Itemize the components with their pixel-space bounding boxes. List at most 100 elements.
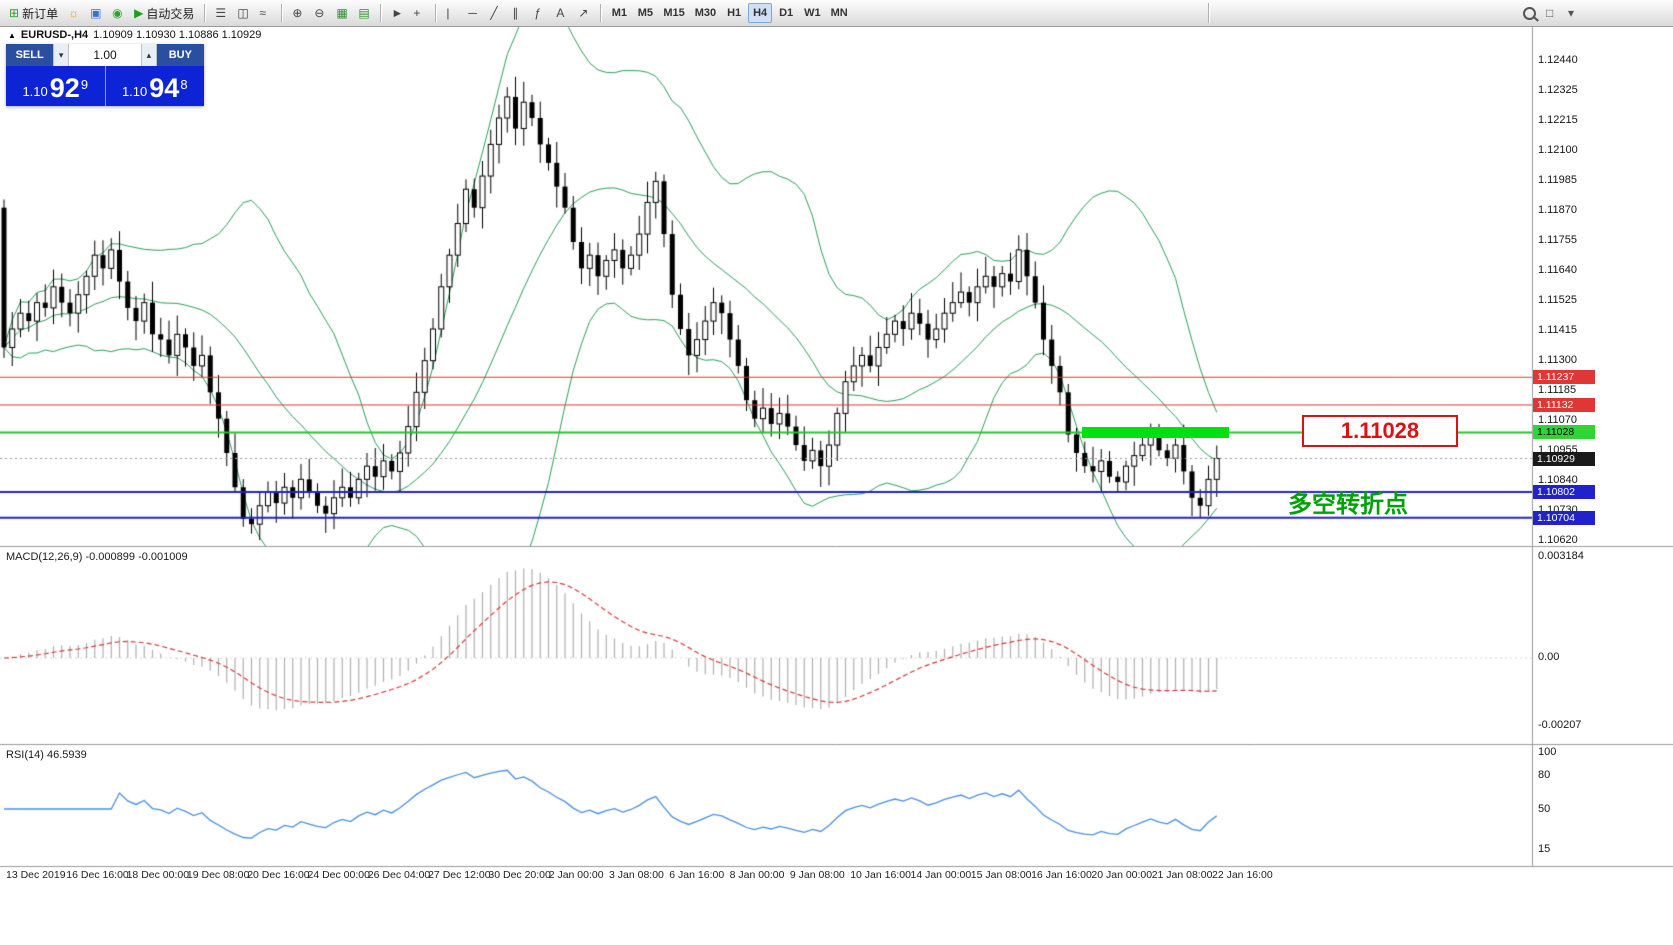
- chevron-down-icon: ▾: [1568, 6, 1575, 20]
- trendline-button[interactable]: ╱: [486, 3, 506, 23]
- ohlc-values: 1.10909 1.10930 1.10886 1.10929: [93, 29, 262, 41]
- bar-chart-button[interactable]: ☰: [211, 3, 231, 23]
- date-axis-label: 3 Jan 08:00: [609, 869, 664, 881]
- lot-decrease-button[interactable]: ▾: [53, 44, 69, 66]
- magnifier-icon: [1523, 6, 1536, 20]
- toolbar-separator: [281, 4, 283, 22]
- price-axis-label: 1.11185: [1538, 384, 1577, 396]
- sell-button[interactable]: SELL: [6, 44, 54, 66]
- sell-price-point: 9: [80, 77, 89, 92]
- profiles-icon: ▣: [90, 6, 102, 20]
- timeframe-mn-button[interactable]: MN: [827, 3, 852, 23]
- chevron-up-icon: ▴: [146, 49, 152, 60]
- toolbar-separator: [600, 4, 602, 22]
- price-tag: 1.11132: [1533, 397, 1595, 412]
- price-tag: 1.11237: [1533, 370, 1595, 385]
- profiles-button[interactable]: ▣: [86, 3, 106, 23]
- price-axis-label: 1.10840: [1538, 474, 1578, 486]
- autotrading-button-label: 自动交易: [146, 6, 195, 21]
- zoom-in-button[interactable]: ⊕: [288, 3, 308, 23]
- new-window-button[interactable]: □: [1542, 3, 1562, 23]
- buy-button[interactable]: BUY: [156, 44, 204, 66]
- line-chart-icon: ≈: [259, 6, 266, 20]
- price-annotation-box[interactable]: 1.11028: [1302, 415, 1458, 447]
- date-axis-label: 19 Dec 08:00: [186, 869, 250, 881]
- chart-header: ▲ EURUSD-,H4 1.10909 1.10930 1.10886 1.1…: [8, 29, 261, 41]
- toolbar-separator: [435, 4, 437, 22]
- date-axis-label: 20 Dec 16:00: [247, 869, 310, 881]
- tile-windows-button[interactable]: ▦: [332, 3, 352, 23]
- timeframe-w1-button[interactable]: W1: [800, 3, 825, 23]
- one-click-trading-panel: SELL ▾ ▴ BUY 1.10 92 9 1.10 94 8: [6, 44, 204, 106]
- line-chart-button[interactable]: ≈: [255, 3, 275, 23]
- macd-axis-label: 0.003184: [1538, 550, 1584, 562]
- date-axis-label: 26 Dec 04:00: [367, 869, 431, 881]
- autotrading-button[interactable]: ▶ 自动交易: [130, 3, 198, 23]
- price-axis-label: 1.12440: [1538, 54, 1578, 66]
- timeframe-m5-button[interactable]: M5: [633, 3, 657, 23]
- horizontal-line-icon: ─: [468, 6, 477, 20]
- vertical-line-icon: |: [446, 6, 450, 20]
- charts-button[interactable]: ☼: [64, 3, 84, 23]
- quote-prices: 1.10 92 9 1.10 94 8: [6, 66, 204, 106]
- toolbar-left-group: ⊞ 新订单 ☼ ▣ ◉ ▶ 自动交易 ☰ ◫ ≈ ⊕ ⊖ ▦ ▤ ► + | ─ ╱ ∥ ƒ A ↗ M1 M5 M15 M30 H1…: [0, 0, 853, 26]
- timeframe-d1-button[interactable]: D1: [774, 3, 798, 23]
- rsi-axis-label: 15: [1538, 843, 1551, 855]
- price-axis-label: 1.12215: [1538, 114, 1578, 126]
- toolbar-right-group: □ ▾: [1518, 0, 1585, 26]
- rsi-axis-label: 80: [1538, 769, 1551, 781]
- fibonacci-button[interactable]: ƒ: [530, 3, 550, 23]
- price-axis-label: 1.11070: [1538, 414, 1577, 426]
- buy-price[interactable]: 1.10 94 8: [104, 66, 205, 106]
- timeframe-h1-button[interactable]: H1: [722, 3, 746, 23]
- timeframe-m1-button[interactable]: M1: [607, 3, 631, 23]
- sell-price[interactable]: 1.10 92 9: [6, 66, 105, 106]
- timeframe-h4-button[interactable]: H4: [748, 3, 773, 23]
- sell-price-prefix: 1.10: [22, 84, 48, 99]
- crosshair-icon: +: [413, 6, 421, 20]
- timeframe-m30-button[interactable]: M30: [691, 3, 720, 23]
- arrows-button[interactable]: ↗: [574, 3, 594, 23]
- sound-icon: ◉: [112, 6, 123, 20]
- arrange-windows-button[interactable]: ▤: [354, 3, 374, 23]
- highlight-rectangle[interactable]: [1082, 427, 1229, 438]
- lot-increase-button[interactable]: ▴: [141, 44, 157, 66]
- text-button[interactable]: A: [552, 3, 572, 23]
- options-button[interactable]: ▾: [1564, 3, 1584, 23]
- date-axis-label: 6 Jan 16:00: [669, 869, 725, 881]
- sound-button[interactable]: ◉: [108, 3, 128, 23]
- channel-icon: ∥: [512, 6, 519, 20]
- crosshair-button[interactable]: +: [409, 3, 429, 23]
- cursor-button[interactable]: ►: [387, 3, 407, 23]
- order-form-icon: ⊞: [9, 6, 20, 20]
- new-order-button[interactable]: ⊞ 新订单: [5, 3, 62, 23]
- bar-chart-icon: ☰: [215, 6, 227, 20]
- channel-button[interactable]: ∥: [508, 3, 528, 23]
- lot-size-input[interactable]: [69, 44, 141, 66]
- turning-point-note[interactable]: 多空转折点: [1288, 491, 1408, 518]
- toolbar-separator: [1208, 3, 1209, 23]
- timeframe-m15-button[interactable]: M15: [659, 3, 688, 23]
- price-axis-label: 1.11640: [1538, 264, 1577, 276]
- fibonacci-icon: ƒ: [534, 6, 542, 20]
- zoom-in-icon: ⊕: [292, 6, 303, 20]
- date-axis-label: 22 Jan 16:00: [1212, 869, 1273, 881]
- price-axis-label: 1.11870: [1538, 204, 1577, 216]
- date-axis-label: 16 Dec 16:00: [66, 869, 129, 881]
- date-axis-label: 24 Dec 00:00: [307, 869, 370, 881]
- date-axis-label: 27 Dec 12:00: [428, 869, 491, 881]
- horizontal-line-button[interactable]: ─: [464, 3, 484, 23]
- candlestick-button[interactable]: ◫: [233, 3, 253, 23]
- chevron-down-icon: ▾: [58, 49, 64, 60]
- candlestick-icon: ◫: [237, 6, 249, 20]
- rsi-label: RSI(14) 46.5939: [6, 749, 87, 761]
- search-button[interactable]: [1519, 3, 1540, 23]
- symbol-marker-icon: ▲: [8, 30, 16, 40]
- zoom-out-button[interactable]: ⊖: [310, 3, 330, 23]
- date-axis-label: 13 Dec 2019: [6, 869, 66, 881]
- date-axis-label: 10 Jan 16:00: [850, 869, 911, 881]
- vertical-line-button[interactable]: |: [442, 3, 462, 23]
- price-axis-label: 1.11755: [1538, 234, 1577, 246]
- arrange-windows-icon: ▤: [358, 6, 370, 20]
